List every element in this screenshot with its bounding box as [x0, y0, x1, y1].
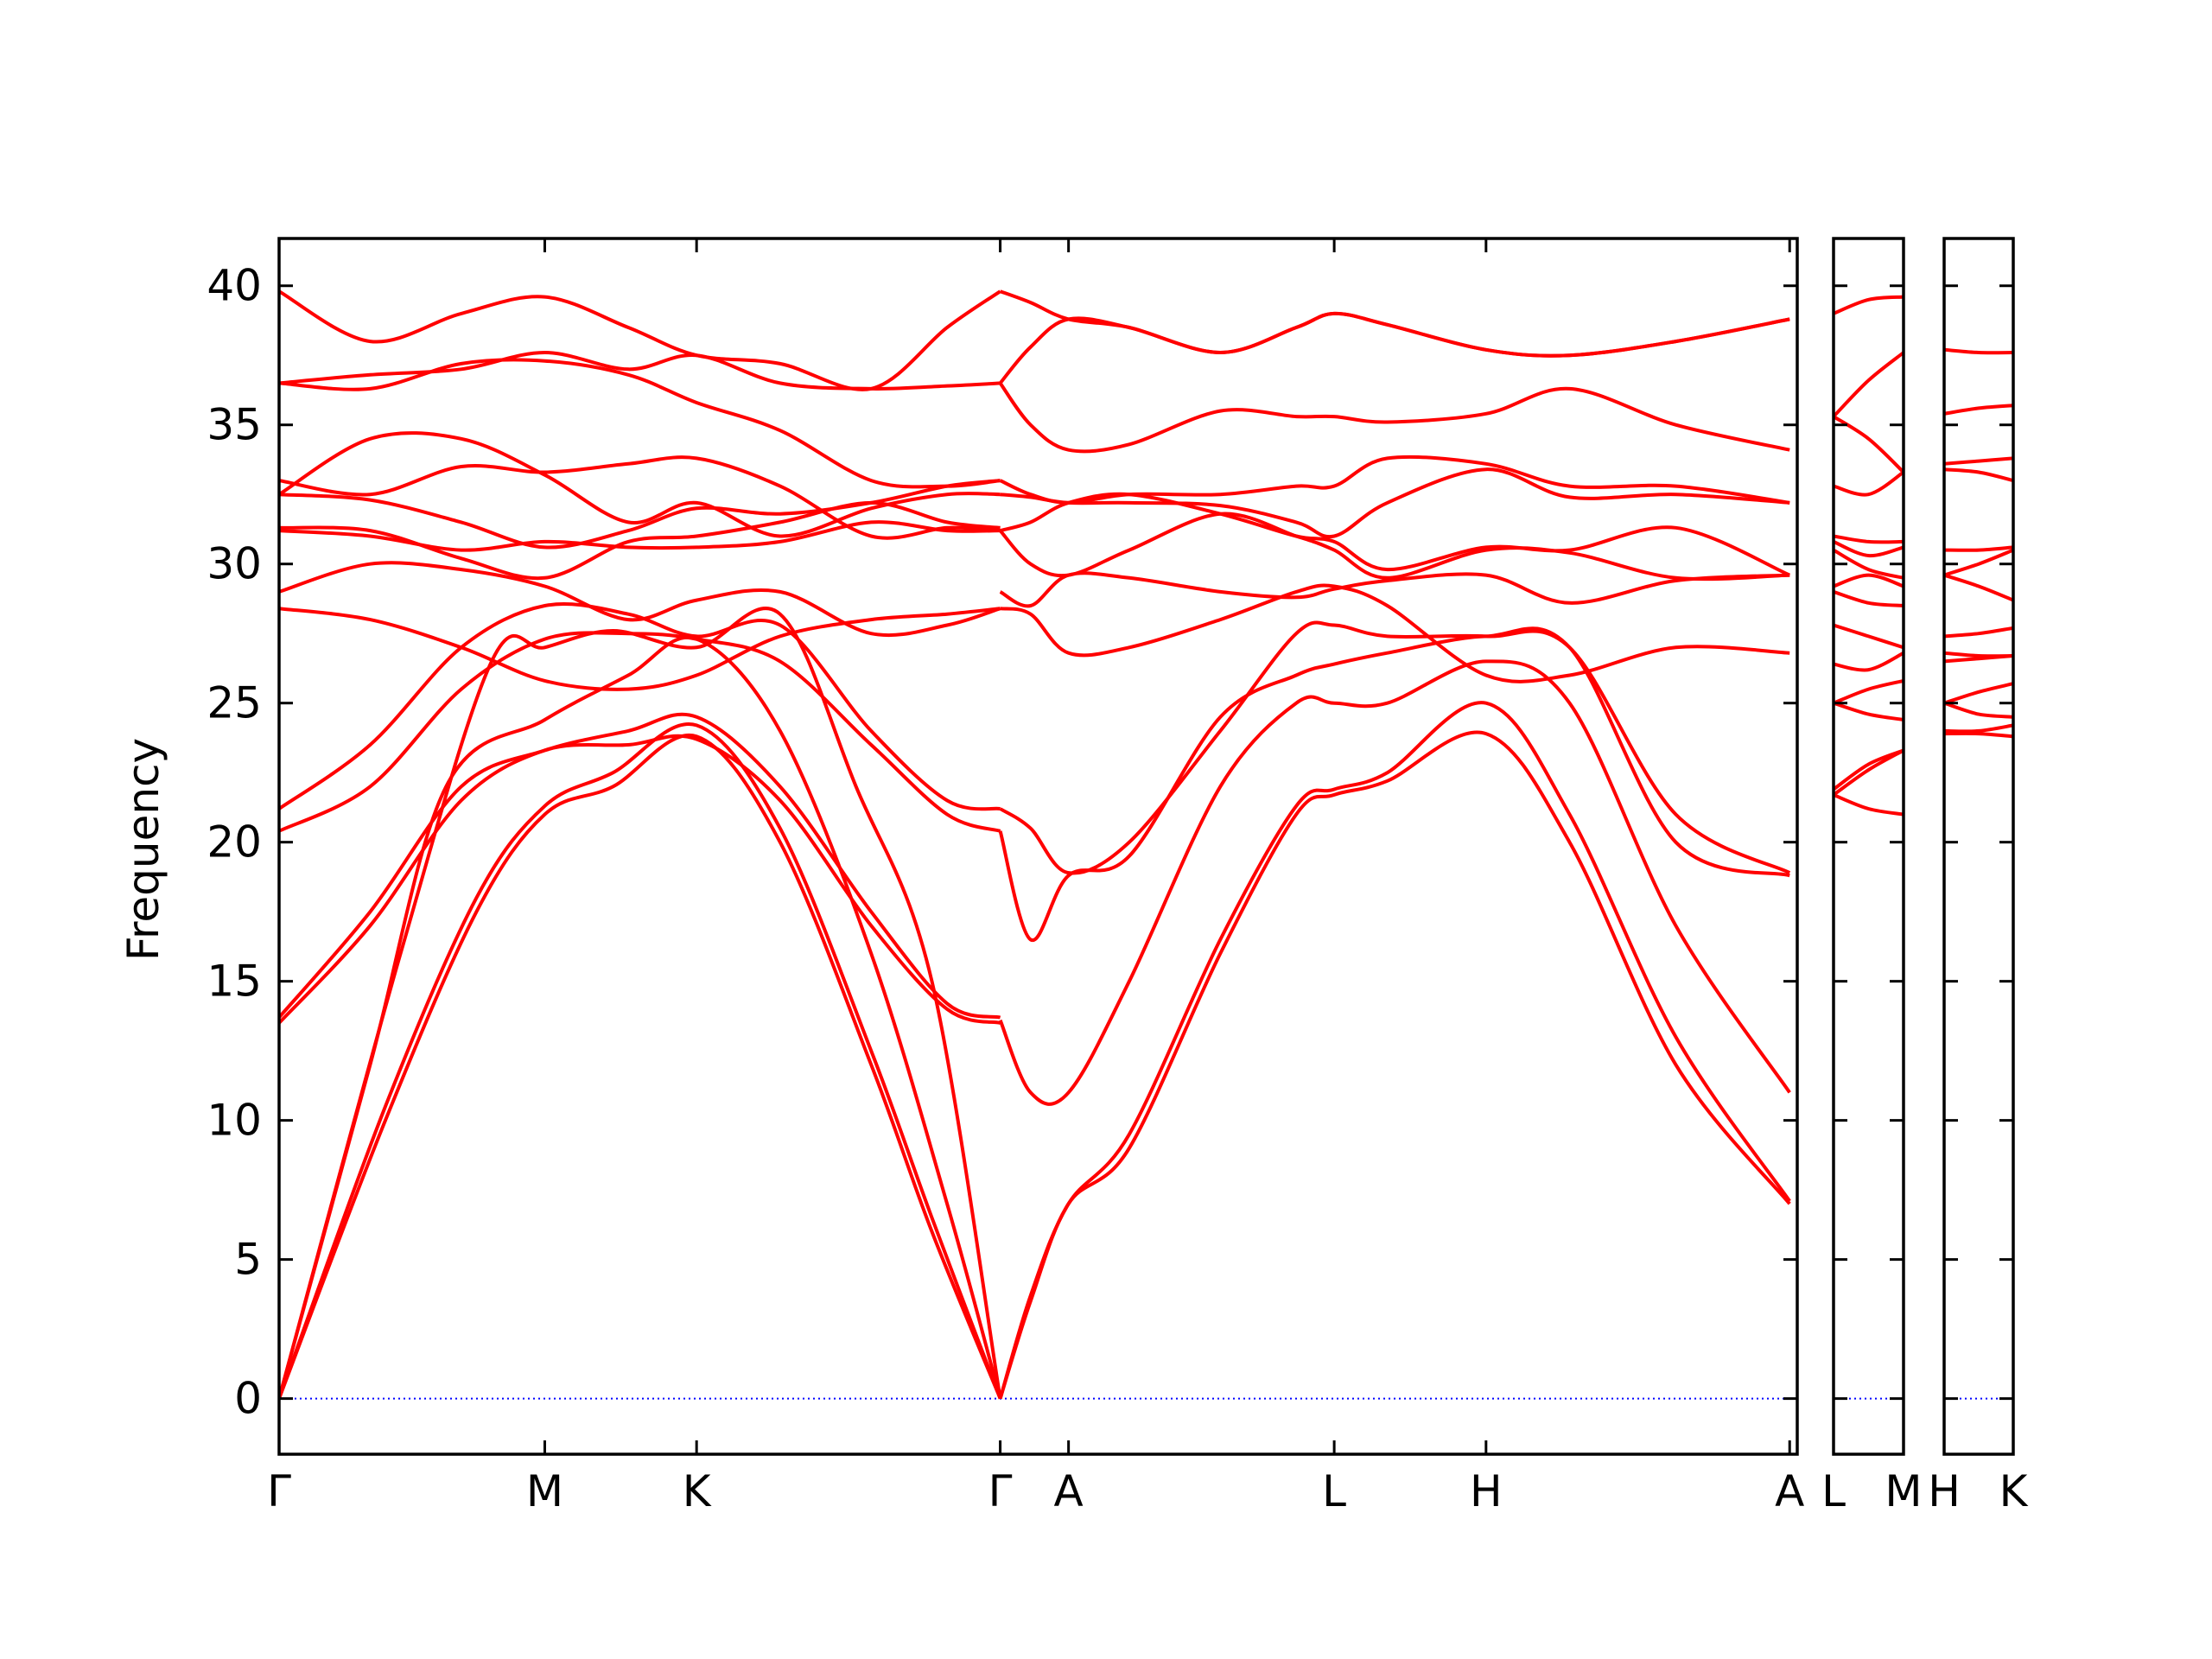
x-tick-label: Γ [267, 1466, 291, 1516]
band-line [279, 607, 1002, 1400]
x-tick-label: A [1054, 1466, 1084, 1516]
band-line [1000, 583, 1790, 683]
panel-frame [1832, 237, 1905, 1456]
y-tick-label: 0 [234, 1374, 262, 1424]
band-line [1834, 415, 1904, 474]
band-line [279, 358, 1001, 489]
band-line [1834, 678, 1904, 705]
bands-main [279, 289, 1791, 1400]
band-line [1834, 701, 1904, 721]
band-line [1834, 651, 1904, 672]
x-tick-label: M [526, 1466, 563, 1516]
panel-frame [277, 237, 1799, 1456]
band-line [279, 721, 1002, 1400]
band-line [1944, 467, 2013, 483]
band-line [1944, 651, 2013, 658]
band-line [279, 631, 1001, 833]
bands-LM [1834, 295, 1904, 817]
y-tick-label: 30 [207, 539, 262, 589]
band-line [999, 620, 1791, 875]
band-line [279, 734, 1001, 1025]
band-line [279, 520, 1001, 552]
band-line [279, 351, 1001, 391]
band-line [998, 730, 1791, 1400]
x-tick-label: M [1885, 1466, 1922, 1516]
band-line [279, 733, 1002, 1400]
x-tick-label: H [1928, 1466, 1961, 1516]
band-line [999, 289, 1790, 358]
band-line [998, 382, 1790, 454]
band-line [1944, 545, 2013, 552]
x-tick-label: K [683, 1466, 712, 1516]
band-line [1944, 347, 2013, 355]
band-line [279, 500, 1001, 581]
band-line [998, 659, 1791, 1106]
band-line [279, 601, 1001, 811]
bands-HK [1944, 347, 2013, 739]
band-line [279, 479, 1001, 550]
band-line [1944, 723, 2013, 734]
band-line [279, 607, 1001, 691]
band-line [1944, 548, 2013, 577]
x-tick-label: L [1322, 1466, 1346, 1516]
y-tick-label: 20 [207, 817, 262, 868]
band-line [1944, 682, 2013, 705]
y-tick-label: 25 [207, 678, 262, 728]
chart-panels [277, 237, 2015, 1456]
band-line [999, 512, 1790, 582]
y-tick-labels: 0 5 10 15 20 25 30 35 40 [207, 261, 262, 1424]
band-line [1834, 793, 1904, 817]
band-line [1834, 573, 1904, 588]
band-line [1834, 548, 1904, 580]
band-line [279, 712, 1001, 1020]
band-line [1834, 534, 1904, 544]
band-line [1834, 540, 1904, 558]
band-line [1944, 404, 2013, 416]
band-line [1944, 626, 2013, 639]
y-tick-label: 15 [207, 957, 262, 1007]
x-tick-label: A [1775, 1466, 1804, 1516]
band-line [1000, 492, 1790, 577]
band-line [1834, 748, 1904, 797]
band-line [999, 454, 1790, 505]
band-line [1834, 623, 1904, 650]
x-tick-label: H [1470, 1466, 1503, 1516]
band-line [1834, 470, 1904, 497]
y-axis-label: Frequency [118, 738, 168, 961]
panel-HK [1942, 237, 2015, 1456]
band-line [1834, 589, 1904, 607]
band-line [279, 431, 1001, 538]
band-line [1944, 573, 2013, 602]
x-tick-label: K [1999, 1466, 2029, 1516]
panel-frame [1942, 237, 2015, 1456]
y-tick-label: 40 [207, 261, 262, 311]
band-line [1944, 701, 2013, 719]
panel-LM [1832, 237, 1905, 1456]
x-tick-label: Γ [988, 1466, 1013, 1516]
band-line [1834, 351, 1904, 418]
band-line [998, 626, 1790, 942]
y-tick-label: 5 [234, 1235, 262, 1285]
panel-main [277, 237, 1799, 1456]
band-line [1944, 456, 2013, 466]
y-tick-label: 10 [207, 1096, 262, 1146]
band-line [279, 561, 1001, 638]
y-tick-label: 35 [207, 400, 262, 450]
band-line [1944, 731, 2013, 739]
band-line [1834, 295, 1904, 315]
x-tick-label: L [1821, 1466, 1846, 1516]
band-line [998, 701, 1791, 1400]
band-line [279, 455, 1001, 540]
band-line [279, 289, 1001, 391]
